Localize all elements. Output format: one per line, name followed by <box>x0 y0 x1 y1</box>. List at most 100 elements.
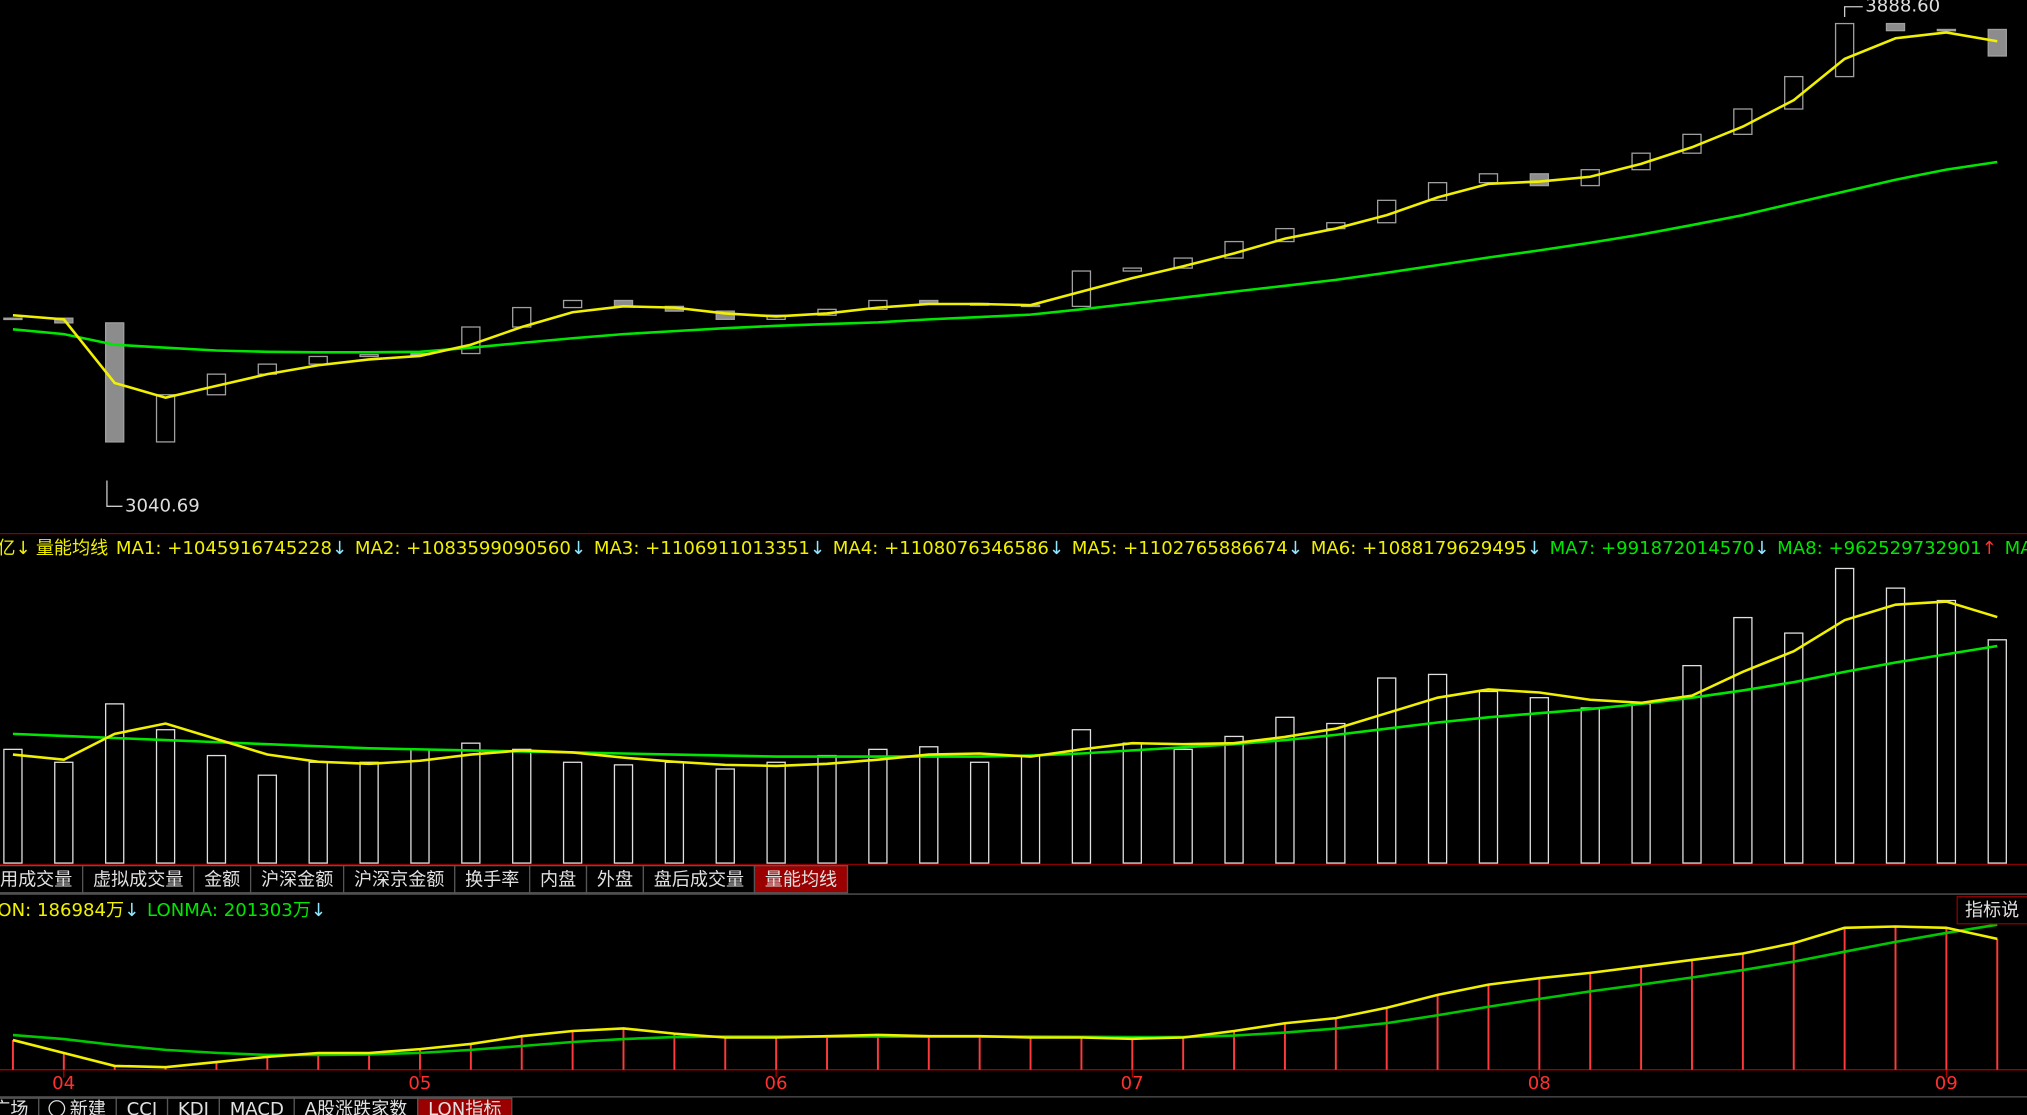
tab-label: KDJ <box>178 1099 209 1115</box>
tab[interactable] <box>342 864 456 894</box>
legend-item: ON: 186984万 <box>0 900 124 921</box>
volume-bar <box>1427 673 1448 864</box>
volume-bar <box>1173 748 1193 864</box>
x-tick-label: 07 <box>1121 1073 1144 1094</box>
legend-arrow: ↓ <box>1754 538 1769 559</box>
legend-title: 量能均线 <box>36 538 108 559</box>
x-tick-label: 05 <box>408 1073 431 1094</box>
legend-item: MA5: +1102765886674 <box>1072 538 1288 559</box>
tab-label: 外盘 <box>597 870 633 891</box>
candle <box>562 299 583 309</box>
tab-label: 沪深金额 <box>261 870 333 891</box>
tab-label: 换手率 <box>465 870 519 891</box>
button[interactable] <box>1956 896 2027 925</box>
volume-bar <box>155 729 176 864</box>
volume-bar <box>1326 722 1346 864</box>
volume-bar <box>257 774 278 864</box>
legend-arrow: ↓ <box>124 900 139 921</box>
volume-bar <box>1529 697 1550 864</box>
tab[interactable] <box>249 864 345 894</box>
candle <box>1122 267 1142 272</box>
legend-arrow: ↓ <box>332 538 347 559</box>
candle <box>1834 22 1855 78</box>
tab-label: MACD <box>230 1099 284 1115</box>
legend-arrow: ↓ <box>1527 538 1542 559</box>
volume-bar <box>919 746 939 864</box>
legend-item: MA6: +1088179629495 <box>1311 538 1527 559</box>
tab-label: 新建 <box>70 1099 106 1115</box>
candle <box>1885 22 1906 32</box>
low-marker <box>106 480 123 507</box>
legend-arrow: ↓ <box>1049 538 1064 559</box>
tab[interactable] <box>0 864 84 894</box>
volume-bar <box>461 742 481 864</box>
tab-label: 内盘 <box>540 870 576 891</box>
volume-bar <box>1682 664 1702 864</box>
volume-bar <box>766 761 786 864</box>
ma-line <box>12 160 1998 354</box>
legend-arrow: ↑ <box>1982 538 1997 559</box>
tab-label: CCI <box>127 1099 158 1115</box>
volume-bar <box>3 748 23 864</box>
tab-label: 用成交量 <box>0 870 72 891</box>
tab[interactable] <box>753 864 849 894</box>
volume-bar <box>613 764 634 864</box>
tab-label: 盘后成交量 <box>654 870 744 891</box>
volume-bar <box>562 761 583 864</box>
tab-label: 虚拟成交量 <box>93 870 183 891</box>
volume-bar <box>1071 729 1092 864</box>
tab[interactable] <box>417 1097 513 1115</box>
tab[interactable] <box>529 864 588 894</box>
volume-bar <box>969 761 990 864</box>
button-label: 指标说 <box>1965 900 2019 921</box>
legend-item: MA9: +93581 <box>2005 538 2027 559</box>
candle <box>359 354 379 358</box>
tab-label: 量能均线 <box>765 870 837 891</box>
candle <box>868 299 888 310</box>
high-marker <box>1843 6 1863 18</box>
volume-bar <box>1834 567 1855 864</box>
volume-bar <box>1224 735 1244 864</box>
candle <box>155 394 176 443</box>
candle <box>3 317 23 321</box>
candle <box>1275 227 1295 243</box>
legend-item: MA4: +1108076346586 <box>833 538 1049 559</box>
volume-bar <box>359 761 379 864</box>
legend-arrow: ↓ <box>311 900 326 921</box>
legend: 亿↓ 量能均线 MA1: +1045916745228↓ MA2: +10835990… <box>0 538 2027 559</box>
volume-bar <box>1885 587 1906 864</box>
volume-bar <box>868 748 888 864</box>
low-label: 3040.69 <box>125 495 200 516</box>
x-tick-label: 06 <box>765 1073 788 1094</box>
legend-item: MA1: +1045916745228 <box>116 538 332 559</box>
tab-label: 金额 <box>204 870 240 891</box>
legend-arrow: ↓ <box>571 538 586 559</box>
volume-bar <box>104 703 125 864</box>
tab-icon <box>48 1100 66 1115</box>
candle <box>1936 28 1957 32</box>
legend-item: MA8: +962529732901 <box>1777 538 1982 559</box>
legend-arrow: ↓ <box>1288 538 1303 559</box>
legend-item: LONMA: 201303万 <box>147 900 311 921</box>
volume-bar <box>54 761 74 864</box>
volume-bar <box>1733 616 1753 864</box>
volume-bar <box>1275 716 1295 864</box>
x-tick-label: 08 <box>1528 1073 1551 1094</box>
high-label: 3888.60 <box>1865 0 1940 17</box>
tab[interactable] <box>82 864 195 894</box>
ma-line <box>12 31 1998 400</box>
legend-prefix: 亿↓ <box>0 538 31 559</box>
tab-label: LON指标 <box>428 1099 501 1115</box>
volume-bar <box>1987 639 2007 864</box>
tab-label: 广场 <box>0 1099 28 1115</box>
legend: ON: 186984万↓ LONMA: 201303万↓ <box>0 900 326 921</box>
ma-line <box>12 600 1998 768</box>
legend-item: MA7: +991872014570 <box>1550 538 1755 559</box>
candle <box>1987 28 2007 57</box>
tab[interactable] <box>454 864 531 894</box>
volume-bar <box>1784 632 1804 864</box>
x-tick-label: 09 <box>1935 1073 1958 1094</box>
